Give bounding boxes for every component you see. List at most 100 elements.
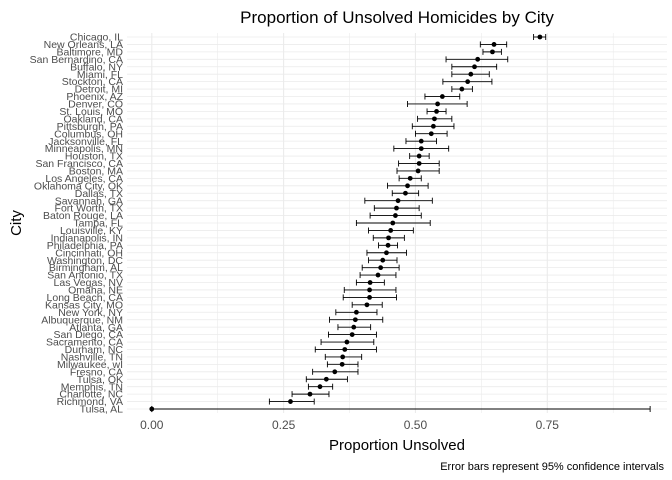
y-tick-label: Buffalo, NY xyxy=(70,61,123,73)
y-tick-label: Miami, FL xyxy=(77,69,123,81)
y-tick-label: New York, NY xyxy=(58,307,123,319)
y-tick-label: Jacksonville, FL xyxy=(48,136,123,148)
data-point xyxy=(367,295,372,300)
data-point xyxy=(317,384,323,390)
y-tick-label: New Orleans, LA xyxy=(44,39,123,51)
data-point xyxy=(416,161,422,166)
y-tick-label: St. Louis, MO xyxy=(59,106,123,118)
y-tick-label: San Francisco, CA xyxy=(35,158,123,170)
x-axis-title: Proportion Unsolved xyxy=(329,437,465,454)
data-point xyxy=(352,317,358,323)
y-tick-label: Sacramento, CA xyxy=(46,337,123,349)
chart-title: Proportion of Unsolved Homicides by City xyxy=(240,8,554,27)
y-tick-label: Phoenix, AZ xyxy=(66,91,123,103)
y-tick-label: Baltimore, MD xyxy=(56,46,123,58)
y-tick-label: Long Beach, CA xyxy=(47,292,123,304)
y-tick-label: Columbus, OH xyxy=(54,128,123,140)
y-tick-label: Dallas, TX xyxy=(75,188,123,200)
y-tick-label: Memphis, TN xyxy=(61,381,123,393)
y-tick-label: Oakland, CA xyxy=(63,113,123,125)
x-tick-label: 0.75 xyxy=(536,418,560,432)
x-tick-label: 0.25 xyxy=(272,418,296,432)
y-tick-label: Tulsa, OK xyxy=(77,374,123,386)
y-tick-label: Los Angeles, CA xyxy=(45,173,123,185)
data-point xyxy=(393,213,398,218)
y-tick-label: Savannah, GA xyxy=(55,195,123,207)
y-tick-label: Stockton, CA xyxy=(62,76,123,88)
data-point xyxy=(388,228,394,233)
data-point xyxy=(380,257,386,263)
y-tick-label: Tulsa, AL xyxy=(80,404,124,416)
data-point xyxy=(323,376,329,382)
data-point xyxy=(537,34,543,40)
y-tick-label: Minneapolis, MN xyxy=(45,143,123,155)
data-point xyxy=(307,391,313,397)
y-tick-label: Baton Rouge, LA xyxy=(43,210,123,222)
data-point xyxy=(490,49,495,55)
data-point xyxy=(344,339,350,345)
data-point xyxy=(339,361,345,367)
y-tick-label: Indianapolis, IN xyxy=(51,232,123,244)
data-point xyxy=(416,153,422,159)
data-point xyxy=(465,79,471,85)
data-point xyxy=(395,198,401,204)
y-tick-label: Richmond, VA xyxy=(57,396,123,408)
y-tick-label: Durham, NC xyxy=(65,344,124,356)
data-point xyxy=(394,205,399,211)
y-tick-label: Milwaukee, wI xyxy=(57,359,123,371)
y-tick-label: Nashville, TN xyxy=(61,352,123,364)
y-tick-label: San Bernardino, CA xyxy=(30,54,123,66)
y-tick-label: Fresno, CA xyxy=(70,366,123,378)
data-point xyxy=(353,309,359,315)
data-points xyxy=(149,34,543,412)
data-point xyxy=(407,175,413,181)
data-point xyxy=(439,94,445,99)
y-tick-label: Cincinnati, OH xyxy=(55,247,123,259)
error-bar xyxy=(151,406,651,412)
data-point xyxy=(332,369,338,375)
data-point xyxy=(386,235,391,241)
y-tick-label: Omaha, NE xyxy=(68,285,123,297)
y-tick-label: Birmingham, AL xyxy=(49,262,123,274)
data-point xyxy=(428,131,434,137)
data-point xyxy=(364,302,370,308)
data-point xyxy=(468,71,474,77)
data-point xyxy=(288,399,293,404)
grid xyxy=(127,33,667,413)
data-point xyxy=(491,42,497,47)
data-point xyxy=(432,116,437,122)
data-point xyxy=(340,354,346,360)
data-point xyxy=(475,56,481,62)
data-point xyxy=(384,250,389,256)
data-point xyxy=(367,287,372,293)
x-tick-label: 0.50 xyxy=(404,418,428,432)
y-tick-label: San Antonio, TX xyxy=(47,270,123,282)
y-tick-label: Washington, DC xyxy=(47,255,123,267)
y-tick-label: Philadelphia, PA xyxy=(47,240,123,252)
data-point xyxy=(472,64,477,70)
y-tick-label: Charlotte, NC xyxy=(59,389,123,401)
data-point xyxy=(378,265,384,271)
data-point xyxy=(418,146,424,152)
y-tick-label: Fort Worth, TX xyxy=(55,203,123,215)
y-tick-label: Louisville, KY xyxy=(60,225,123,237)
data-point xyxy=(434,109,439,114)
y-tick-label: Oklahoma City, OK xyxy=(34,180,123,192)
data-point xyxy=(149,406,155,412)
data-point xyxy=(385,242,391,248)
y-axis-title: City xyxy=(8,210,25,236)
data-point xyxy=(367,280,373,285)
data-point xyxy=(351,324,357,330)
y-tick-label: Las Vegas, NV xyxy=(54,277,123,289)
x-tick-label: 0.00 xyxy=(140,418,164,432)
y-tick-label: Tampa, FL xyxy=(73,218,123,230)
data-point xyxy=(349,332,355,337)
data-point xyxy=(415,168,421,174)
data-point xyxy=(418,138,424,144)
y-tick-label: Albuquerque, NM xyxy=(41,314,123,326)
data-point xyxy=(390,220,396,226)
data-point xyxy=(403,190,408,196)
data-point xyxy=(430,123,436,129)
